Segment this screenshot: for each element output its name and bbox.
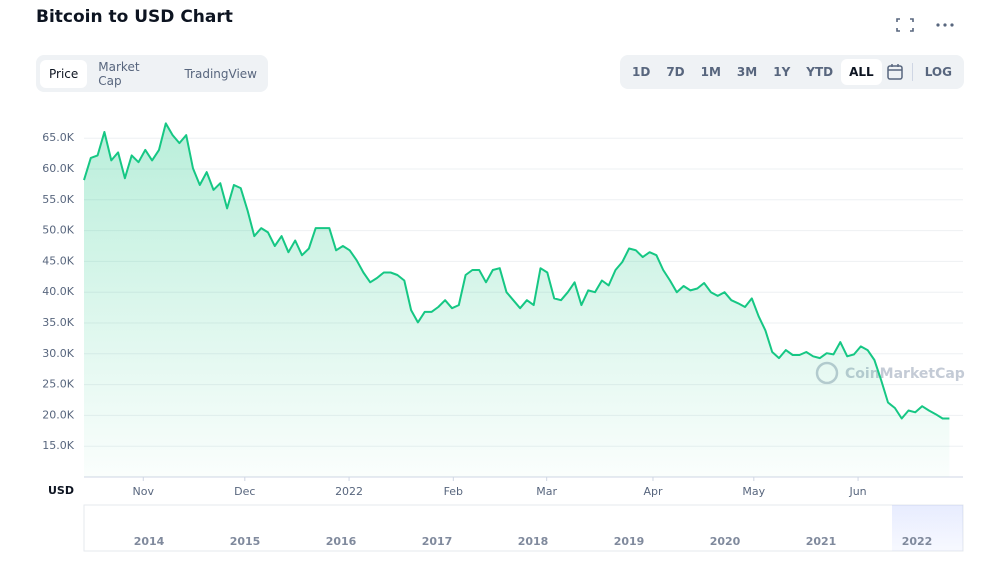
tab[interactable]: TradingView xyxy=(184,66,257,81)
x-tick-label: Jun xyxy=(848,485,866,498)
x-tick-label: Dec xyxy=(234,485,255,498)
navigator-year: 2018 xyxy=(518,535,549,548)
y-tick-label: 40.0K xyxy=(42,285,74,298)
navigator-year: 2014 xyxy=(134,535,165,548)
y-tick-label: 15.0K xyxy=(42,439,74,452)
x-tick-label: Feb xyxy=(444,485,463,498)
navigator-year: 2015 xyxy=(230,535,261,548)
range-button[interactable]: 7D xyxy=(666,65,685,79)
tab-group: Price Market Cap TradingView xyxy=(36,55,268,92)
y-tick-label: 45.0K xyxy=(42,254,74,267)
navigator-year: 2020 xyxy=(710,535,741,548)
more-icon[interactable] xyxy=(934,16,956,34)
y-tick-label: 30.0K xyxy=(42,347,74,360)
range-group: 1D 7D 1M 3M 1Y YTD ALL LOG xyxy=(620,55,964,89)
navigator-year: 2019 xyxy=(614,535,645,548)
navigator-year: 2022 xyxy=(902,535,933,548)
fullscreen-icon[interactable] xyxy=(894,16,916,34)
x-tick-label: May xyxy=(742,485,765,498)
x-tick-label: Nov xyxy=(133,485,155,498)
price-area xyxy=(84,123,950,478)
y-tick-label: 55.0K xyxy=(42,193,74,206)
x-tick-label: Mar xyxy=(536,485,557,498)
range-button[interactable]: 1Y xyxy=(773,65,791,79)
calendar-icon[interactable] xyxy=(882,63,908,81)
y-tick-label: 50.0K xyxy=(42,224,74,237)
navigator-year: 2016 xyxy=(326,535,357,548)
y-tick-label: 25.0K xyxy=(42,378,74,391)
x-tick-label: 2022 xyxy=(335,485,363,498)
navigator-selection[interactable] xyxy=(892,505,963,551)
range-button[interactable]: ALL xyxy=(841,59,882,85)
price-line xyxy=(83,122,950,420)
y-tick-label: 20.0K xyxy=(42,408,74,421)
range-button[interactable]: 1M xyxy=(700,65,721,79)
range-button[interactable]: 1D xyxy=(632,65,651,79)
chart-title: Bitcoin to USD Chart xyxy=(36,7,233,27)
range-button[interactable]: 3M xyxy=(736,65,758,79)
tab[interactable]: Market Cap xyxy=(98,59,140,88)
tab[interactable]: Price xyxy=(40,59,88,88)
navigator-year: 2017 xyxy=(422,535,453,548)
y-tick-label: 65.0K xyxy=(42,131,74,144)
x-tick-label: Apr xyxy=(643,485,663,498)
y-tick-label: 60.0K xyxy=(42,162,74,175)
y-tick-label: 35.0K xyxy=(42,316,74,329)
navigator-year: 2021 xyxy=(806,535,837,548)
currency-label: USD xyxy=(48,484,74,497)
log-button[interactable]: LOG xyxy=(924,65,952,79)
separator xyxy=(911,63,913,81)
range-button[interactable]: YTD xyxy=(806,65,834,79)
